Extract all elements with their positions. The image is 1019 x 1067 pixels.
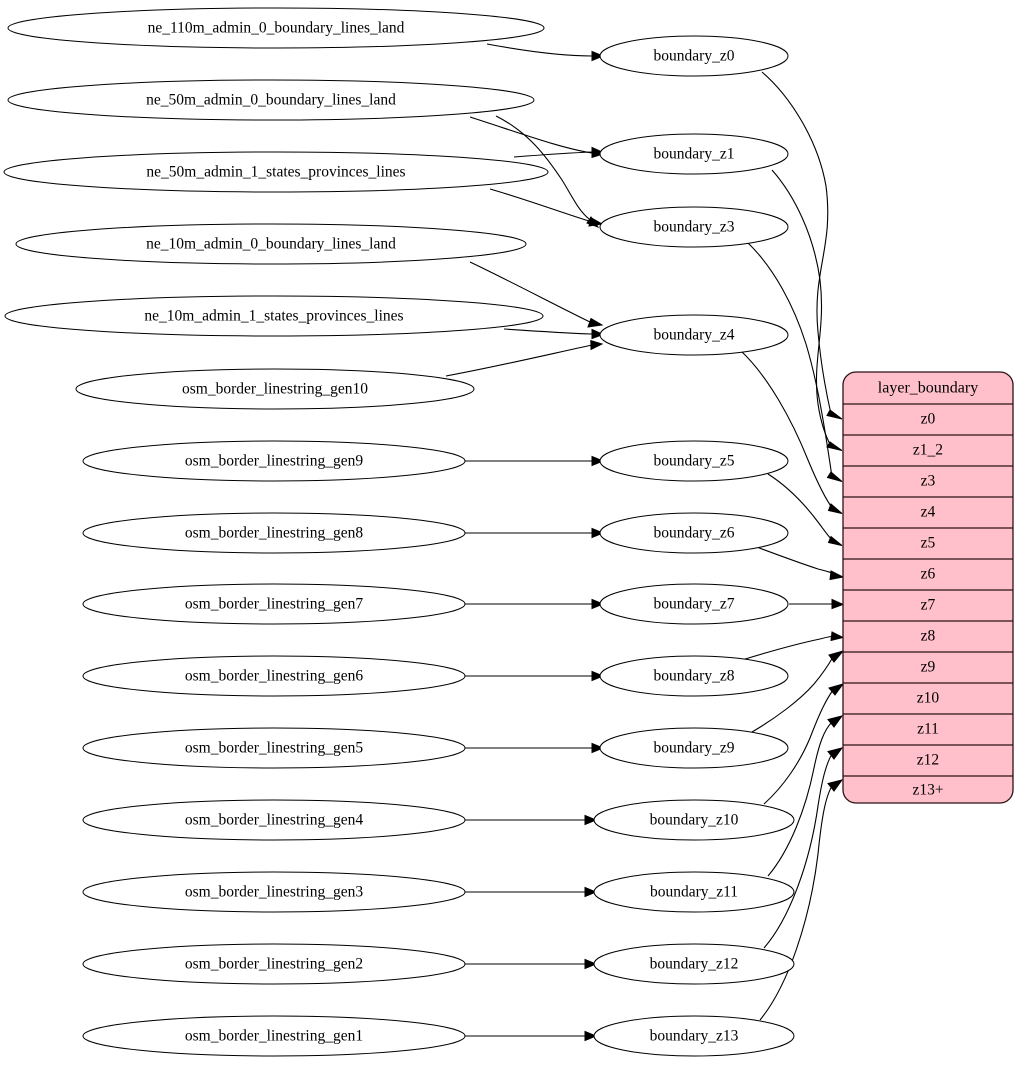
edge-src1-to-b1 <box>469 116 605 159</box>
source-node-osm-border-linestring-gen3[interactable]: osm_border_linestring_gen3 <box>82 871 466 913</box>
intermediate-node-boundary-z1[interactable]: boundary_z1 <box>599 133 789 175</box>
source-nodes-layer: ne_110m_admin_0_boundary_lines_land ne_5… <box>3 7 549 1057</box>
layer-table-row-label: z12 <box>917 752 939 769</box>
source-node-osm-border-linestring-gen9[interactable]: osm_border_linestring_gen9 <box>82 440 466 482</box>
intermediate-node-boundary-z5[interactable]: boundary_z5 <box>599 440 789 482</box>
edge-b9-to-r8 <box>751 650 845 733</box>
edge-b3-to-r2 <box>747 242 843 482</box>
intermediate-node-boundary-z8[interactable]: boundary_z8 <box>599 655 789 697</box>
layer-table-header-label: layer_boundary <box>878 380 978 397</box>
intermediate-node-boundary-z4[interactable]: boundary_z4 <box>599 314 789 356</box>
source-node-osm-border-linestring-gen1[interactable]: osm_border_linestring_gen1 <box>82 1015 466 1057</box>
layer-table-row-label: z3 <box>921 473 936 490</box>
edge-src7-to-b6 <box>465 527 605 539</box>
edge-src5-to-b4 <box>445 339 604 377</box>
edge-src6-to-b5 <box>465 455 605 467</box>
edge-src9-to-b8 <box>465 670 605 682</box>
layer-table-row-label: z5 <box>921 535 936 552</box>
intermediate-node-boundary-z3[interactable]: boundary_z3 <box>599 206 789 248</box>
source-node-osm-border-linestring-gen10[interactable]: osm_border_linestring_gen10 <box>75 368 475 410</box>
layer-table-row-label: z7 <box>921 597 936 614</box>
edge-b12-to-r11 <box>763 747 844 949</box>
edge-src2-to-b3 <box>489 188 604 227</box>
source-node-ne-50m-admin-1-states-provinces-lines[interactable]: ne_50m_admin_1_states_provinces_lines <box>3 151 549 193</box>
layer-table-row-z3[interactable]: z3 <box>921 473 936 490</box>
intermediate-node-boundary-z10[interactable]: boundary_z10 <box>593 799 795 841</box>
layer-table-row-z13-plus[interactable]: z13+ <box>912 782 943 799</box>
edge-src8-to-b7 <box>465 598 605 610</box>
layer-table-row-label: z1_2 <box>913 442 943 459</box>
layer-table-row-label: z13+ <box>912 782 943 799</box>
source-node-ne-110m-admin-0-boundary-lines-land[interactable]: ne_110m_admin_0_boundary_lines_land <box>7 7 545 49</box>
layer-table-row-label: z9 <box>921 659 936 676</box>
edge-b8-to-r7 <box>741 631 845 661</box>
intermediate-node-boundary-z7[interactable]: boundary_z7 <box>599 583 789 625</box>
intermediate-node-boundary-z12[interactable]: boundary_z12 <box>593 943 795 985</box>
source-node-osm-border-linestring-gen5[interactable]: osm_border_linestring_gen5 <box>82 727 466 769</box>
layer-table-row-z4[interactable]: z4 <box>921 504 936 521</box>
edge-b6-to-r5 <box>753 545 845 581</box>
layer-table-row-label: z11 <box>917 721 939 738</box>
edge-b1-to-r1 <box>771 169 843 451</box>
source-node-ne-50m-admin-0-boundary-lines-land[interactable]: ne_50m_admin_0_boundary_lines_land <box>7 79 535 121</box>
intermediate-nodes-layer: boundary_z0 boundary_z1 boundary_z3 boun… <box>593 35 795 1057</box>
intermediate-node-boundary-z13[interactable]: boundary_z13 <box>593 1015 795 1057</box>
edge-b0-to-r0 <box>761 71 843 420</box>
edges-layer <box>445 43 845 1042</box>
layer-table-row-z0[interactable]: z0 <box>921 411 936 428</box>
edge-src11-to-b10 <box>465 814 598 826</box>
edge-b4-to-r3 <box>739 349 843 514</box>
edge-src0-to-b0 <box>486 43 605 62</box>
edge-src12-to-b11 <box>465 886 598 898</box>
intermediate-node-boundary-z6[interactable]: boundary_z6 <box>599 512 789 554</box>
layer-table-header: layer_boundary <box>878 380 978 397</box>
layer-table-row-label: z8 <box>921 628 936 645</box>
edge-b10-to-r9 <box>763 683 845 805</box>
source-node-osm-border-linestring-gen7[interactable]: osm_border_linestring_gen7 <box>82 583 466 625</box>
layer-table-row-z6[interactable]: z6 <box>921 566 936 583</box>
layer-table-row-z10[interactable]: z10 <box>917 690 940 707</box>
layer-table-row-z5[interactable]: z5 <box>921 535 936 552</box>
edge-src4-to-b4 <box>503 328 605 340</box>
edge-b11-to-r10 <box>767 715 844 877</box>
intermediate-node-boundary-z0[interactable]: boundary_z0 <box>599 35 789 77</box>
layer-table-row-label: z4 <box>921 504 936 521</box>
layer-table-row-z12[interactable]: z12 <box>917 752 939 769</box>
source-node-ne-10m-admin-0-boundary-lines-land[interactable]: ne_10m_admin_0_boundary_lines_land <box>15 223 527 265</box>
layer-table-row-label: z10 <box>917 690 940 707</box>
layer-table-row-z9[interactable]: z9 <box>921 659 936 676</box>
edge-src3-to-b4 <box>469 261 604 328</box>
intermediate-node-boundary-z11[interactable]: boundary_z11 <box>593 871 795 913</box>
source-node-osm-border-linestring-gen2[interactable]: osm_border_linestring_gen2 <box>82 943 466 985</box>
edge-src2-to-b1 <box>513 146 605 158</box>
edge-src10-to-b9 <box>465 742 605 754</box>
layer-table-row-label: z0 <box>921 411 936 428</box>
edge-b7-to-r6 <box>789 598 845 610</box>
source-node-osm-border-linestring-gen6[interactable]: osm_border_linestring_gen6 <box>82 655 466 697</box>
source-node-osm-border-linestring-gen8[interactable]: osm_border_linestring_gen8 <box>82 512 466 554</box>
layer-table-row-z7[interactable]: z7 <box>921 597 936 614</box>
source-node-osm-border-linestring-gen4[interactable]: osm_border_linestring_gen4 <box>82 799 466 841</box>
edge-src14-to-b13 <box>465 1030 598 1042</box>
layer-boundary-table[interactable]: layer_boundary z0 z1_2 z3 <box>842 371 1014 804</box>
intermediate-node-boundary-z9[interactable]: boundary_z9 <box>599 727 789 769</box>
layer-table-row-z1-2[interactable]: z1_2 <box>913 442 943 459</box>
edge-src13-to-b12 <box>465 958 598 970</box>
source-node-ne-10m-admin-1-states-provinces-lines[interactable]: ne_10m_admin_1_states_provinces_lines <box>4 295 544 337</box>
edge-b13-to-r12 <box>759 779 844 1021</box>
layer-table-row-z11[interactable]: z11 <box>917 721 939 738</box>
layer-table-row-z8[interactable]: z8 <box>921 628 936 645</box>
edge-b5-to-r4 <box>767 473 843 546</box>
layer-table-row-label: z6 <box>921 566 936 583</box>
